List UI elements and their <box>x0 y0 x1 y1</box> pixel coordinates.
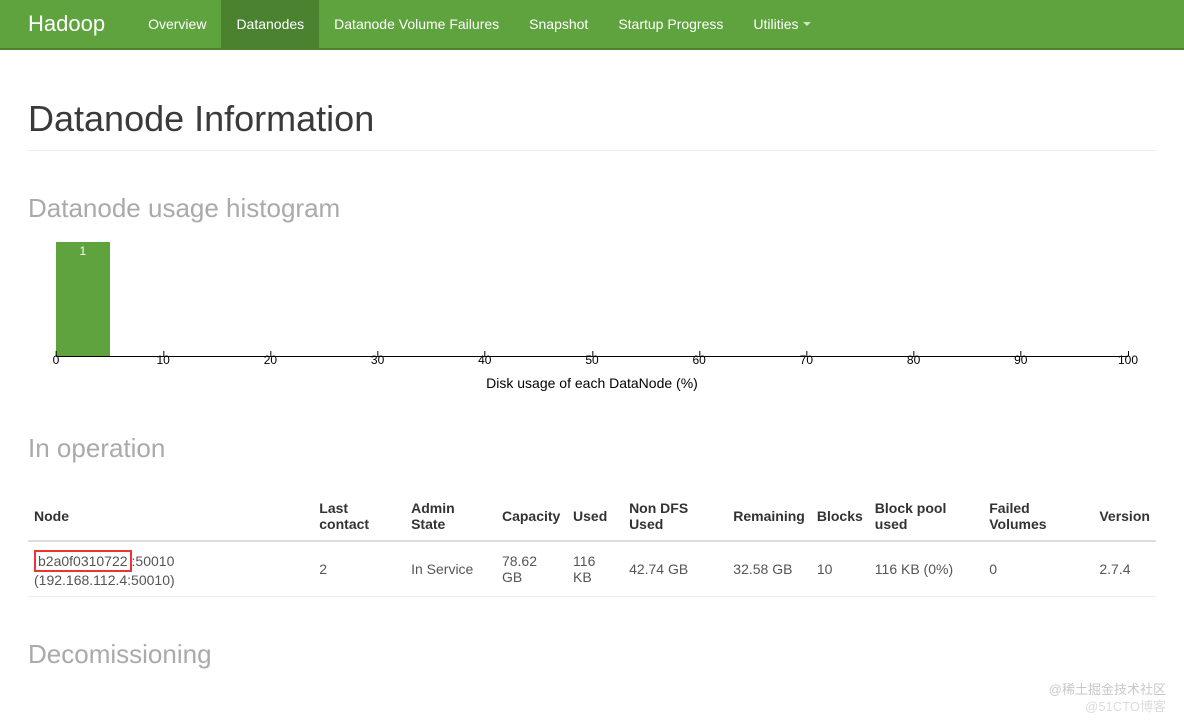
watermarks: @稀土掘金技术社区 @51CTO博客 <box>1049 682 1166 716</box>
histogram-section-title: Datanode usage histogram <box>28 193 1156 224</box>
cell-version: 2.7.4 <box>1093 541 1156 597</box>
x-tick-10: 10 <box>157 353 170 367</box>
watermark-1: @稀土掘金技术社区 <box>1049 682 1166 699</box>
cell-failed-volumes: 0 <box>983 541 1093 597</box>
table-row: b2a0f0310722:50010 (192.168.112.4:50010)… <box>28 541 1156 597</box>
nav-link-utilities-label: Utilities <box>753 16 798 32</box>
navbar-nav: Overview Datanodes Datanode Volume Failu… <box>133 0 825 48</box>
col-block-pool-used: Block pool used <box>869 492 983 541</box>
col-used: Used <box>567 492 623 541</box>
cell-node[interactable]: b2a0f0310722:50010 (192.168.112.4:50010) <box>28 541 313 597</box>
x-tick-20: 20 <box>264 353 277 367</box>
x-tick-80: 80 <box>907 353 920 367</box>
col-node: Node <box>28 492 313 541</box>
cell-last-contact: 2 <box>313 541 405 597</box>
cell-blocks: 10 <box>811 541 869 597</box>
nav-item-startup-progress[interactable]: Startup Progress <box>603 0 738 48</box>
histogram-chart: 1 0 10 20 30 40 50 60 70 80 90 100 Disk … <box>28 242 1156 391</box>
nav-link-datanodes[interactable]: Datanodes <box>221 0 319 48</box>
nav-link-startup-progress[interactable]: Startup Progress <box>603 0 738 48</box>
nav-link-utilities[interactable]: Utilities <box>738 0 825 48</box>
nav-link-overview[interactable]: Overview <box>133 0 221 48</box>
page-container: Datanode Information Datanode usage hist… <box>0 98 1184 670</box>
col-blocks: Blocks <box>811 492 869 541</box>
watermark-2: @51CTO博客 <box>1049 699 1166 716</box>
cell-used: 116 KB <box>567 541 623 597</box>
col-version: Version <box>1093 492 1156 541</box>
decommissioning-section-title: Decomissioning <box>28 639 1156 670</box>
navbar-brand[interactable]: Hadoop <box>28 0 133 48</box>
x-tick-30: 30 <box>371 353 384 367</box>
x-tick-40: 40 <box>478 353 491 367</box>
nav-item-datanodes[interactable]: Datanodes <box>221 0 319 48</box>
cell-capacity: 78.62 GB <box>496 541 567 597</box>
nav-item-utilities[interactable]: Utilities <box>738 0 825 48</box>
nav-link-volume-failures[interactable]: Datanode Volume Failures <box>319 0 514 48</box>
table-header-row: Node Last contact Admin State Capacity U… <box>28 492 1156 541</box>
x-tick-90: 90 <box>1014 353 1027 367</box>
col-last-contact: Last contact <box>313 492 405 541</box>
in-operation-section-title: In operation <box>28 433 1156 464</box>
histogram-x-label: Disk usage of each DataNode (%) <box>28 375 1156 391</box>
node-host-highlight: b2a0f0310722 <box>34 550 132 572</box>
cell-remaining: 32.58 GB <box>727 541 811 597</box>
col-failed-volumes: Failed Volumes <box>983 492 1093 541</box>
nav-link-snapshot[interactable]: Snapshot <box>514 0 603 48</box>
histogram-x-axis: 0 10 20 30 40 50 60 70 80 90 100 <box>56 357 1128 375</box>
in-operation-table: Node Last contact Admin State Capacity U… <box>28 492 1156 597</box>
histogram-bar-0-label: 1 <box>79 244 86 258</box>
x-tick-70: 70 <box>800 353 813 367</box>
x-tick-100: 100 <box>1118 353 1138 367</box>
x-tick-50: 50 <box>585 353 598 367</box>
col-admin-state: Admin State <box>405 492 496 541</box>
chevron-down-icon <box>803 22 811 26</box>
cell-admin-state: In Service <box>405 541 496 597</box>
page-title: Datanode Information <box>28 98 1156 151</box>
histogram-bar-0: 1 <box>56 242 110 356</box>
col-remaining: Remaining <box>727 492 811 541</box>
x-tick-0: 0 <box>53 353 60 367</box>
x-tick-60: 60 <box>693 353 706 367</box>
nav-item-overview[interactable]: Overview <box>133 0 221 48</box>
navbar: Hadoop Overview Datanodes Datanode Volum… <box>0 0 1184 50</box>
cell-non-dfs-used: 42.74 GB <box>623 541 727 597</box>
col-capacity: Capacity <box>496 492 567 541</box>
nav-item-snapshot[interactable]: Snapshot <box>514 0 603 48</box>
nav-item-volume-failures[interactable]: Datanode Volume Failures <box>319 0 514 48</box>
histogram-plot-area: 1 <box>56 242 1128 357</box>
col-non-dfs-used: Non DFS Used <box>623 492 727 541</box>
cell-block-pool-used: 116 KB (0%) <box>869 541 983 597</box>
